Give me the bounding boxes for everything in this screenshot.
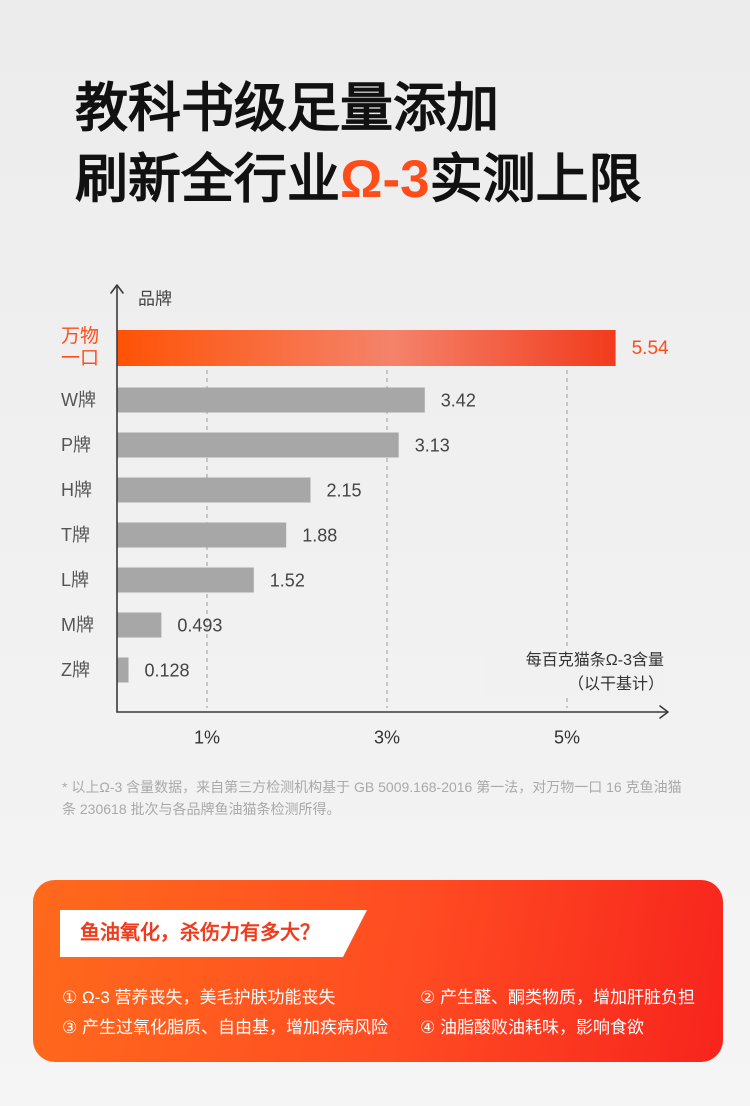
omega3-bar-chart: 品牌 每百克猫条Ω-3含量 （以干基计） 1% 3% 5% 万物一口 5.54 W牌 3.4… xyxy=(0,260,750,760)
y-axis-arrow-icon xyxy=(110,284,124,294)
gridlines xyxy=(206,330,568,708)
category-label-featured-brand: 万物一口 xyxy=(61,326,100,369)
bar-w-brand xyxy=(117,387,425,413)
headline-line-2-end: 实测上限 xyxy=(429,150,642,209)
x-axis-note: （以干基计） xyxy=(567,676,664,693)
callout-item-3: ③ 产生过氧化脂质、自由基，增加疾病风险 xyxy=(62,1018,388,1037)
value-label-m-brand: 0.493 xyxy=(177,615,223,636)
bar-t-brand xyxy=(117,522,287,548)
category-label-p-brand: P牌 xyxy=(61,435,92,455)
bar-m-brand xyxy=(117,612,162,638)
data-source-footnote: * 以上Ω-3 含量数据，来自第三方检测机构基于 GB 5009.168-201… xyxy=(62,779,682,817)
category-label-m-brand: M牌 xyxy=(61,615,94,635)
oxidation-callout-card: 鱼油氧化，杀伤力有多大？ ① Ω-3 营养丧失，美毛护肤功能丧失 ② 产生醛、酮… xyxy=(33,880,723,1062)
x-tick-label-5-percent: 5% xyxy=(553,727,581,748)
bars xyxy=(117,330,616,683)
y-axis-label: 品牌 xyxy=(138,289,172,309)
callout-item-1: ① Ω-3 营养丧失，美毛护肤功能丧失 xyxy=(62,988,336,1007)
headline: 教科书级足量添加 刷新全行业Ω-3实测上限 xyxy=(75,73,642,215)
category-label-t-brand: T牌 xyxy=(61,525,90,545)
category-label-w-brand: W牌 xyxy=(61,390,96,410)
x-axis-title: 每百克猫条Ω-3含量 xyxy=(525,652,664,669)
chart-labels: 品牌 每百克猫条Ω-3含量 （以干基计） 1% 3% 5% 万物一口 5.54 W牌 3.4… xyxy=(0,260,750,760)
chart-canvas xyxy=(110,284,669,719)
value-label-w-brand: 3.42 xyxy=(440,390,476,411)
category-label-l-brand: L牌 xyxy=(61,570,90,590)
headline-line-2: 刷新全行业Ω-3实测上限 xyxy=(75,144,642,215)
value-label-l-brand: 1.52 xyxy=(269,570,305,591)
callout-tag-text: 鱼油氧化，杀伤力有多大？ xyxy=(80,922,320,944)
headline-omega-highlight: Ω-3 xyxy=(340,150,430,209)
value-label-z-brand: 0.128 xyxy=(144,660,190,681)
callout-tag: 鱼油氧化，杀伤力有多大？ xyxy=(60,910,367,957)
value-label-p-brand: 3.13 xyxy=(414,435,450,456)
value-label-h-brand: 2.15 xyxy=(326,480,362,501)
callout-item-4: ④ 油脂酸败油耗味，影响食欲 xyxy=(420,1018,644,1037)
callout-item-2: ② 产生醛、酮类物质，增加肝脏负担 xyxy=(420,988,695,1007)
value-label-featured-brand: 5.54 xyxy=(631,338,669,359)
bar-p-brand xyxy=(117,432,399,458)
bar-featured-brand xyxy=(117,330,616,366)
x-tick-label-3-percent: 3% xyxy=(373,727,401,748)
category-label-z-brand: Z牌 xyxy=(61,660,90,680)
bar-z-brand xyxy=(117,657,129,683)
x-axis-arrow-icon xyxy=(659,705,669,719)
headline-line-2-start: 刷新全行业 xyxy=(75,150,340,209)
x-axis-label: 每百克猫条Ω-3含量 （以干基计） xyxy=(486,649,664,697)
axes xyxy=(110,284,669,719)
bar-l-brand xyxy=(117,567,254,593)
x-tick-label-1-percent: 1% xyxy=(193,727,221,748)
headline-line-1: 教科书级足量添加 xyxy=(75,79,499,138)
bar-h-brand xyxy=(117,477,311,503)
value-label-t-brand: 1.88 xyxy=(302,525,338,546)
category-label-h-brand: H牌 xyxy=(61,480,92,500)
